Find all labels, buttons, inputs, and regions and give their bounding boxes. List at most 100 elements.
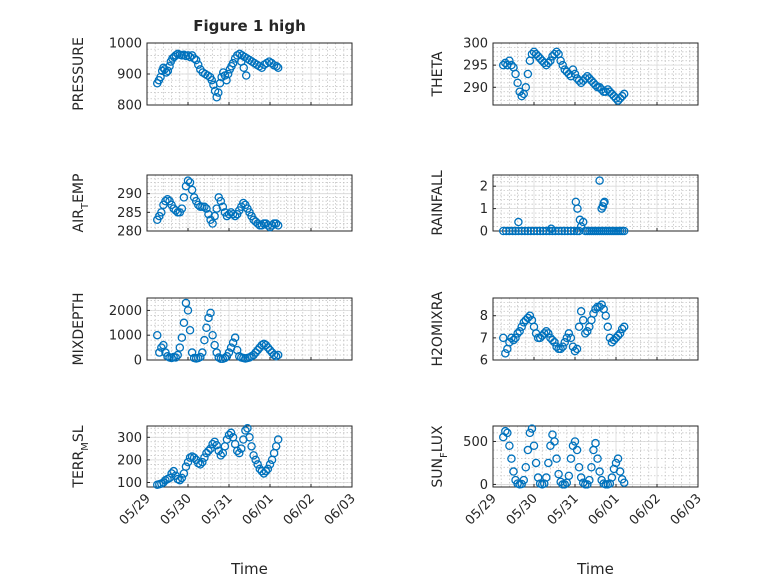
data-point — [208, 439, 217, 449]
data-point — [557, 226, 567, 236]
data-point — [265, 345, 275, 355]
data-point — [224, 430, 234, 440]
data-point — [210, 340, 219, 350]
data-point — [520, 226, 530, 236]
data-point — [196, 460, 205, 469]
y-tick-label: 500 — [463, 435, 488, 450]
data-point — [218, 202, 228, 211]
data-point — [521, 83, 531, 92]
axes-outline — [492, 297, 699, 361]
data-point — [591, 438, 600, 448]
x-axis-label: Time — [230, 560, 268, 578]
data-point — [161, 196, 170, 206]
data-point — [249, 451, 258, 460]
data-point — [517, 226, 526, 236]
data-point — [185, 178, 195, 187]
y-axis-label: RAINFALL — [430, 170, 446, 235]
data-point — [589, 309, 598, 318]
y-tick-label: 1000 — [109, 37, 142, 52]
data-point — [267, 221, 277, 230]
figure-title: Figure 1 high — [193, 17, 306, 35]
data-point — [177, 204, 187, 213]
data-point — [585, 475, 594, 485]
data-point — [181, 298, 191, 308]
data-point — [208, 219, 217, 228]
data-point — [198, 457, 207, 467]
y-axis-label: PRESSURE — [71, 37, 87, 111]
data-point — [163, 66, 173, 76]
data-point — [156, 72, 165, 82]
y-tick-label: 0 — [134, 354, 142, 369]
data-point — [167, 469, 176, 478]
data-point — [570, 437, 580, 446]
data-point — [523, 313, 533, 323]
data-point — [207, 75, 217, 85]
data-point — [214, 88, 223, 97]
subplot-mixdepth: 0 1000 2000 MIXDEPTH — [71, 293, 353, 369]
y-tick-label: 0 — [480, 225, 488, 240]
x-tick-label: 05/30 — [158, 491, 195, 528]
data-point — [183, 457, 193, 467]
subplot-air-temp: 280 285 290 AIRTEMP — [71, 174, 353, 240]
data-point — [581, 329, 590, 338]
data-point — [572, 344, 582, 354]
data-point — [542, 226, 551, 236]
axes-box — [492, 425, 699, 488]
x-axis-label: Time — [576, 560, 614, 578]
data-point — [157, 343, 166, 352]
data-point — [607, 473, 617, 482]
x-tick-label: 06/03 — [322, 491, 359, 528]
data-point — [243, 424, 252, 433]
data-point — [191, 55, 201, 65]
data-point — [208, 330, 217, 340]
data-point — [204, 446, 213, 456]
data-point — [511, 333, 520, 343]
data-point — [498, 60, 508, 70]
x-tick-label: 06/02 — [281, 491, 318, 528]
y-tick-label: 6 — [480, 354, 488, 369]
y-tick-label: 295 — [463, 59, 488, 74]
data-point — [175, 343, 185, 352]
data-point — [183, 306, 193, 315]
subplot-rainfall: 0 1 2 RAINFALL — [430, 170, 699, 240]
data-point — [560, 226, 570, 236]
data-point — [568, 342, 578, 351]
data-point — [237, 444, 246, 453]
data-point — [261, 466, 271, 476]
data-point — [179, 318, 189, 328]
data-point — [515, 326, 524, 336]
y-tick-label: 800 — [117, 99, 142, 114]
data-point — [523, 226, 533, 236]
data-point — [566, 454, 576, 463]
data-point — [177, 473, 187, 483]
data-point — [519, 475, 529, 485]
axes-outline — [146, 174, 353, 232]
data-point — [223, 69, 233, 79]
data-point — [200, 202, 209, 211]
data-point — [619, 89, 629, 99]
data-point — [552, 454, 561, 463]
data-point — [583, 480, 592, 489]
data-point — [239, 198, 248, 208]
data-point — [578, 315, 588, 325]
y-tick-label: 290 — [117, 187, 142, 202]
data-point — [212, 440, 221, 450]
data-point — [564, 471, 574, 481]
data-point — [228, 209, 238, 219]
data-point — [249, 350, 258, 360]
data-point — [545, 226, 554, 236]
data-point — [155, 348, 164, 357]
data-point — [245, 433, 254, 442]
data-point — [230, 211, 240, 221]
data-point — [595, 302, 604, 312]
data-point — [523, 445, 533, 455]
data-point — [556, 344, 565, 354]
y-tick-label: 300 — [463, 37, 488, 52]
data-point — [216, 196, 226, 206]
data-point — [605, 333, 615, 343]
data-point — [546, 56, 555, 65]
axes-outline — [146, 425, 353, 488]
data-point — [591, 304, 600, 314]
data-point — [603, 322, 613, 332]
